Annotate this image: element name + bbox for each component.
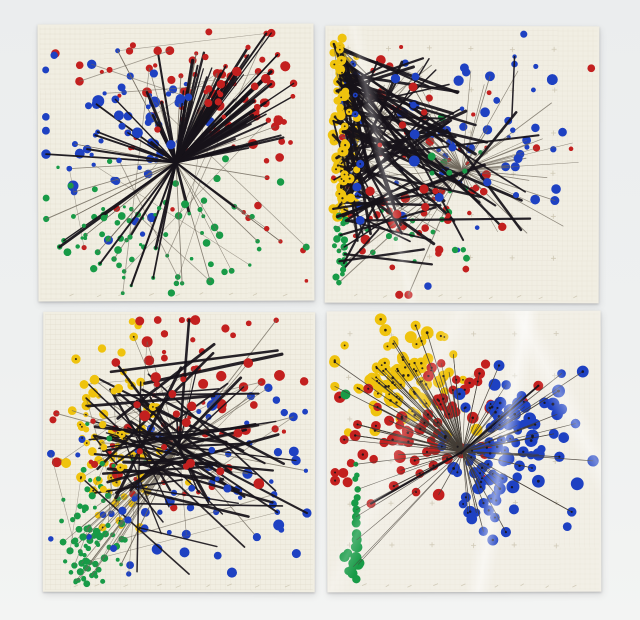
network-drawing-bottom-left [47,315,312,588]
artwork-panel-top-left [37,23,315,302]
network-drawing-bottom-right [329,313,599,588]
artwork-panel-bottom-left [42,311,316,593]
artwork-panel-top-right [324,25,600,304]
network-drawing-top-right [327,30,596,300]
network-drawing-top-left [41,28,310,298]
artwork-panel-bottom-right [326,310,602,593]
